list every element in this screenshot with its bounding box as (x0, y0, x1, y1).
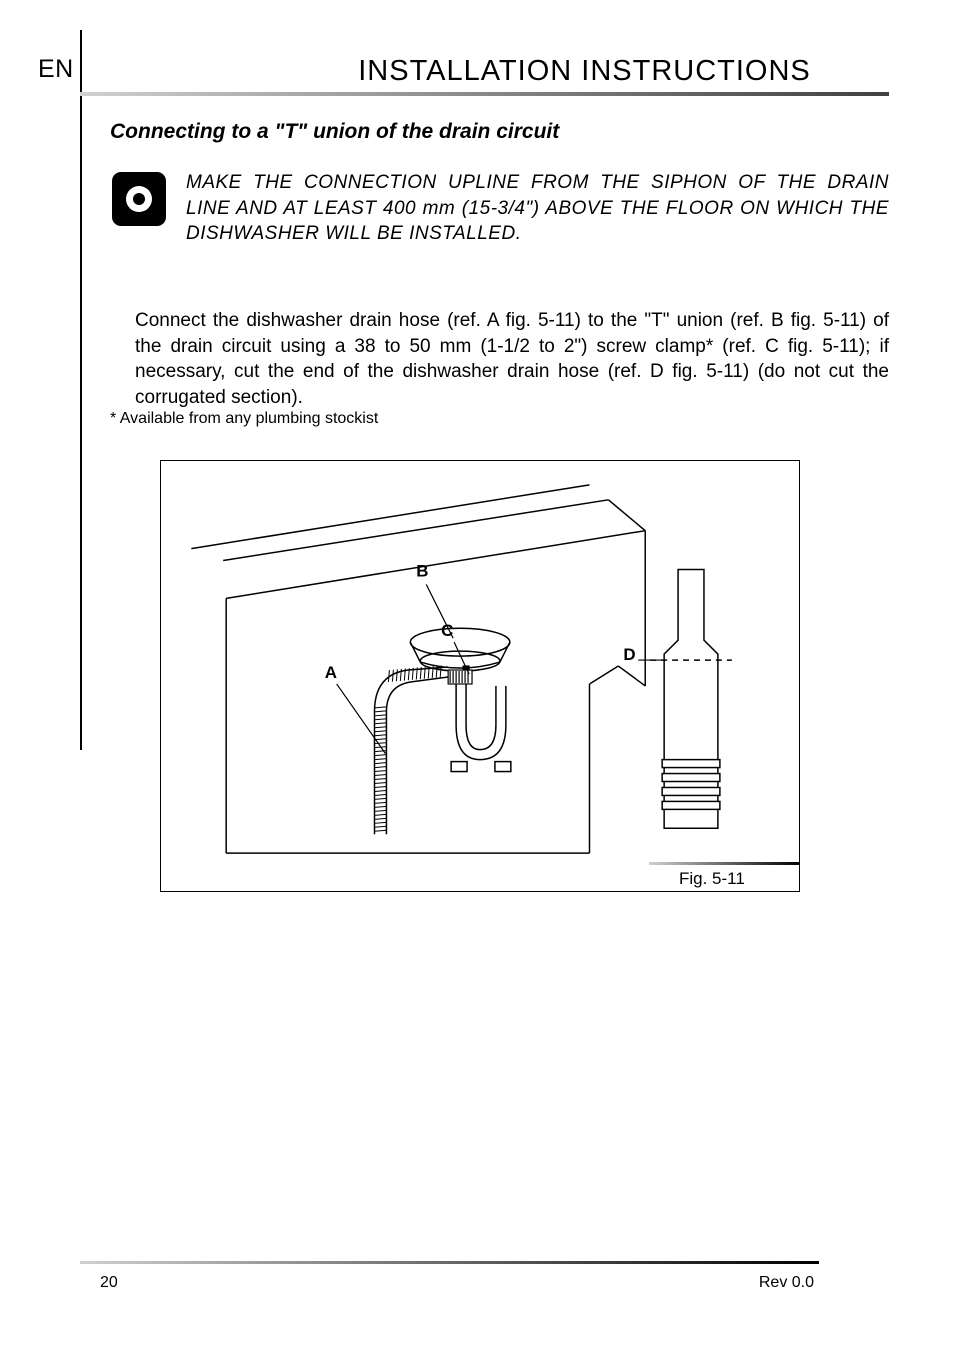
body-paragraph: Connect the dishwasher drain hose (ref. … (135, 308, 889, 411)
page-number: 20 (100, 1274, 118, 1292)
header-rule (80, 92, 889, 96)
footnote: * Available from any plumbing stockist (110, 410, 378, 428)
figure-5-11: A B C D Fig. 5-11 (160, 460, 800, 892)
svg-text:A: A (325, 663, 337, 682)
svg-text:D: D (623, 645, 635, 664)
info-icon (110, 170, 168, 228)
page-title: INSTALLATION INSTRUCTIONS (280, 55, 889, 88)
language-label: EN (38, 55, 74, 84)
warning-block: MAKE THE CONNECTION UPLINE FROM THE SIPH… (110, 170, 889, 247)
figure-svg: A B C D (161, 461, 799, 891)
footer-rule (80, 1261, 819, 1264)
figure-caption: Fig. 5-11 (649, 865, 799, 891)
revision-label: Rev 0.0 (759, 1274, 814, 1292)
warning-text: MAKE THE CONNECTION UPLINE FROM THE SIPH… (186, 170, 889, 247)
svg-text:B: B (416, 561, 428, 580)
svg-text:C: C (441, 621, 453, 640)
section-heading: Connecting to a "T" union of the drain c… (110, 120, 559, 144)
figure-caption-area: Fig. 5-11 (649, 862, 799, 891)
side-rule (80, 30, 82, 750)
